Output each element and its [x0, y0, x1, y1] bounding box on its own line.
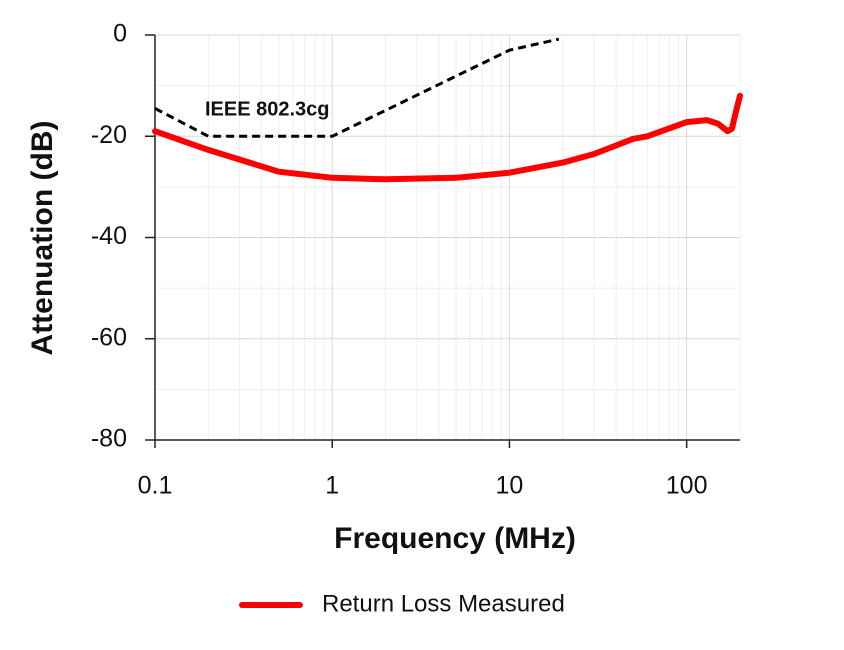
y-tick-label: -60	[91, 323, 127, 351]
y-tick-label: -40	[91, 222, 127, 250]
series-line	[152, 92, 743, 183]
y-axis-label: Attenuation (dB)	[26, 121, 59, 356]
y-tick-label: -80	[91, 425, 127, 453]
x-tick-label: 10	[496, 472, 524, 500]
legend-label: Return Loss Measured	[322, 590, 565, 617]
y-tick-label: -20	[91, 121, 127, 149]
y-tick-label: 0	[113, 20, 127, 48]
annotation: IEEE 802.3cg	[205, 98, 330, 120]
x-tick-label: 0.1	[138, 472, 173, 500]
limit-line	[154, 37, 560, 138]
x-axis-label: Frequency (MHz)	[334, 522, 576, 555]
x-tick-label: 1	[325, 472, 339, 500]
x-tick-label: 100	[666, 472, 708, 500]
